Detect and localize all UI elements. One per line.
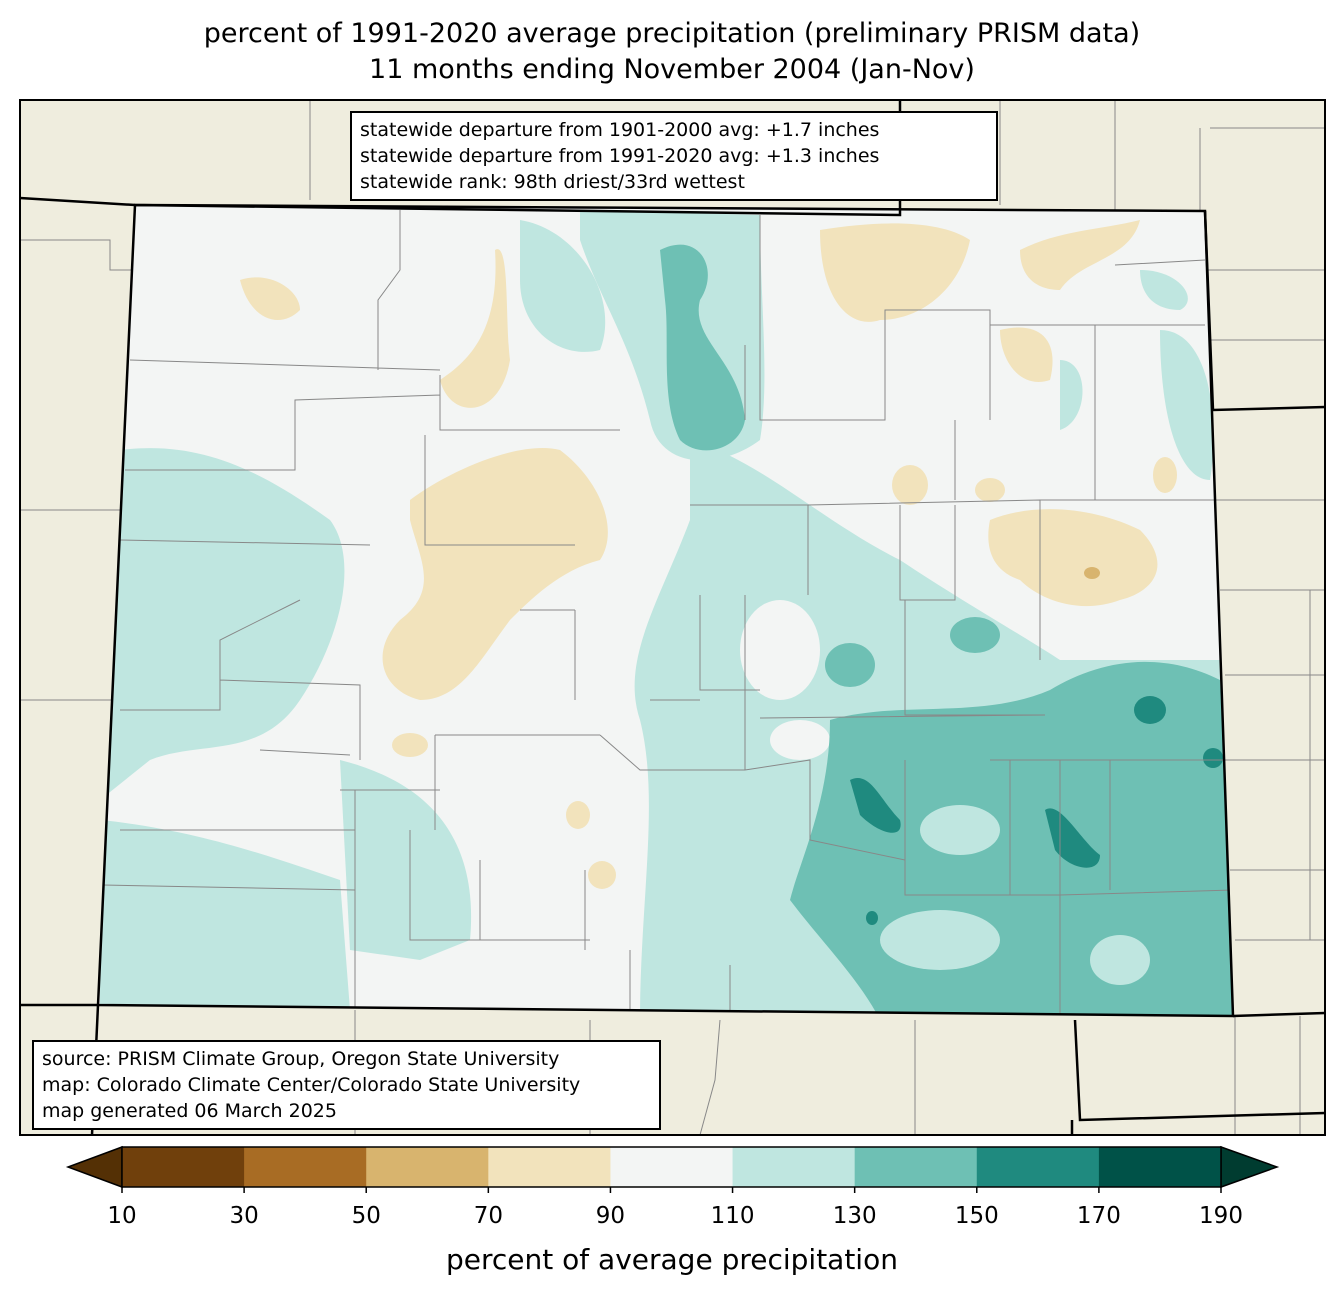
source-line-3: map generated 06 March 2025 [42, 1100, 337, 1122]
colorbar-segment [854, 1147, 978, 1187]
stats-line-1: statewide departure from 1901-2000 avg: … [360, 119, 880, 141]
stats-line-2: statewide departure from 1991-2020 avg: … [360, 145, 880, 167]
map-title-line2: 11 months ending November 2004 (Jan-Nov) [369, 54, 975, 85]
colorbar-tick-label: 170 [1076, 1203, 1121, 1229]
colorbar-tick-label: 150 [954, 1203, 999, 1229]
colorbar-segment [488, 1147, 611, 1187]
colorbar-segment [1098, 1147, 1222, 1187]
stats-line-3: statewide rank: 98th driest/33rd wettest [360, 171, 745, 193]
colorbar-segment [244, 1147, 367, 1187]
source-line-2: map: Colorado Climate Center/Colorado St… [42, 1074, 581, 1096]
colorbar-outline [121, 1146, 1222, 1188]
colorbar-segment [122, 1147, 245, 1187]
county-lines [99, 210, 1233, 1016]
colorbar-tick-label: 70 [473, 1203, 503, 1229]
colorbar-segment [732, 1147, 856, 1187]
colorbar-tick-label: 130 [832, 1203, 877, 1229]
colorbar-segment [976, 1147, 1100, 1187]
colorbar-tick-label: 30 [229, 1203, 259, 1229]
source-line-1: source: PRISM Climate Group, Oregon Stat… [42, 1048, 560, 1070]
colorbar-extend-max [1220, 1145, 1280, 1189]
colorbar-extend-min [65, 1145, 123, 1189]
colorbar-segment [610, 1147, 734, 1187]
colorbar-tick-label: 10 [107, 1203, 137, 1229]
colorbar-tick-label: 90 [595, 1203, 626, 1229]
map-title-line1: percent of 1991-2020 average precipitati… [203, 18, 1141, 49]
colorbar [65, 1145, 1280, 1193]
colorado-map [19, 99, 1326, 1136]
colorbar-tick-label: 190 [1199, 1203, 1243, 1229]
colorbar-segment [366, 1147, 489, 1187]
colorbar-tick-label: 50 [351, 1203, 381, 1229]
map-frame [19, 99, 1326, 1136]
colorbar-tick-label: 110 [710, 1203, 755, 1229]
statewide-stats-box: statewide departure from 1901-2000 avg: … [350, 111, 998, 201]
colorbar-label: percent of average precipitation [446, 1243, 898, 1276]
precipitation-field [98, 205, 1233, 1016]
source-box: source: PRISM Climate Group, Oregon Stat… [32, 1040, 661, 1130]
